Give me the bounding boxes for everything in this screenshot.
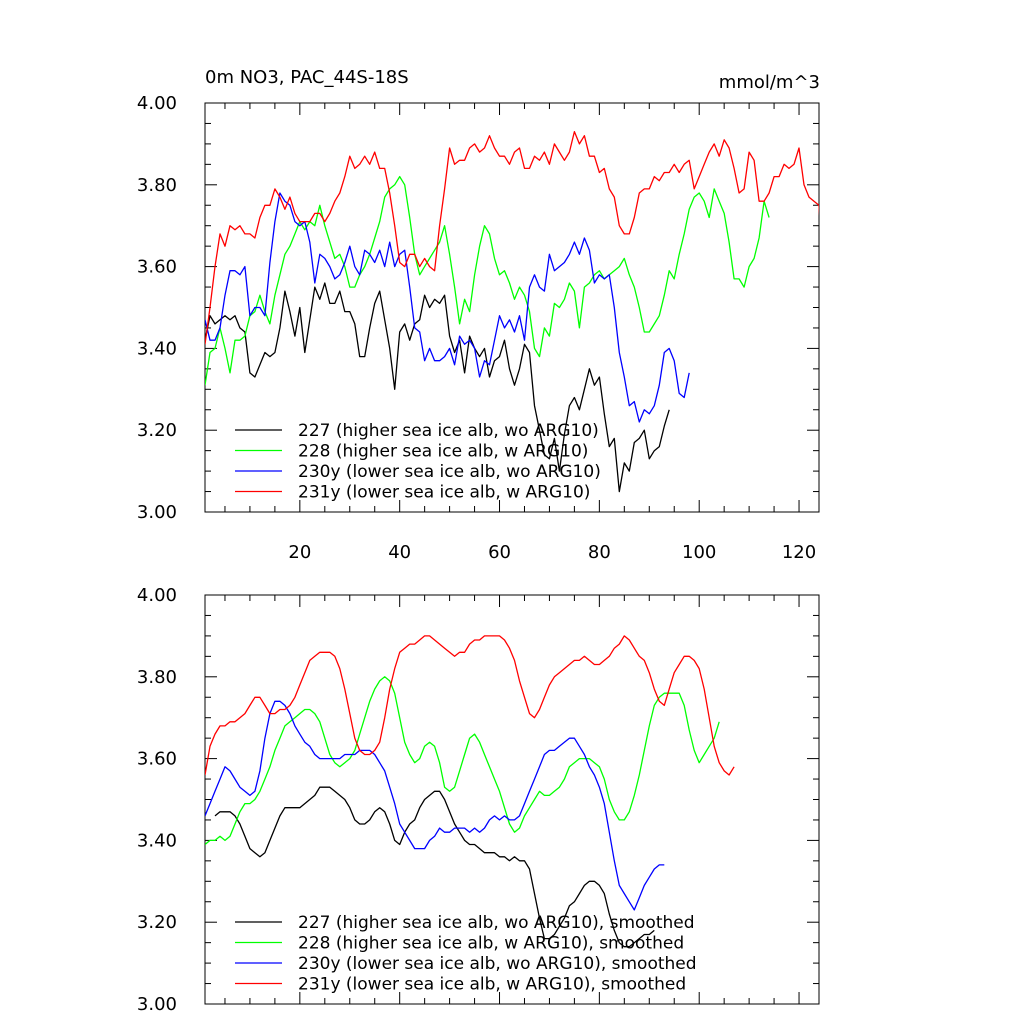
top-xtick-label: 40 [388,542,411,563]
top-legend-label-3: 231y (lower sea ice alb, w ARG10) [298,483,590,503]
top-panel-units: mmol/m^3 [719,72,820,93]
top-xtick-label: 120 [782,542,816,563]
bottom-panel: 3.00 3.20 3.40 3.60 3.80 4.00 227 (higher sea… [137,585,820,1015]
bottom-legend-label-1: 228 (higher sea ice alb, w ARG10), smoot… [298,934,684,954]
bottom-ytick-label: 3.20 [137,912,177,933]
bottom-panel-series [205,635,735,948]
top-series-line-3 [205,130,819,345]
top-panel-ticks: 3.00 3.20 3.40 3.60 3.80 4.00 20 40 60 80 100 120 [137,93,819,563]
bottom-ytick-label: 4.00 [137,585,177,606]
top-panel-series [205,130,819,493]
top-panel-legend: 227 (higher sea ice alb, wo ARG10)228 (h… [235,421,601,503]
top-ytick-label: 3.80 [137,175,177,196]
bottom-ytick-label: 3.40 [137,830,177,851]
bottom-series-line-2 [205,700,665,911]
top-legend-label-0: 227 (higher sea ice alb, wo ARG10) [298,421,599,441]
top-series-line-0 [205,282,670,493]
top-panel-title: 0m NO3, PAC_44S-18S [205,67,409,88]
bottom-legend-label-2: 230y (lower sea ice alb, wo ARG10), smoo… [298,954,697,974]
top-legend-label-1: 228 (higher sea ice alb, w ARG10) [298,442,588,462]
bottom-panel-legend: 227 (higher sea ice alb, wo ARG10), smoo… [235,913,697,995]
top-ytick-label: 3.00 [137,502,177,523]
top-ytick-label: 3.60 [137,257,177,278]
top-series-line-1 [205,175,770,386]
bottom-panel-ticks: 3.00 3.20 3.40 3.60 3.80 4.00 [137,585,819,1015]
bottom-ytick-label: 3.00 [137,994,177,1015]
bottom-series-line-1 [205,676,720,846]
top-legend-label-2: 230y (lower sea ice alb, wo ARG10) [298,462,601,482]
top-panel: 0m NO3, PAC_44S-18S mmol/m^3 3.00 3.20 3.4… [137,67,820,563]
top-xtick-label: 60 [488,542,511,563]
top-ytick-label: 3.40 [137,338,177,359]
bottom-series-line-0 [214,786,655,948]
bottom-ytick-label: 3.60 [137,749,177,770]
bottom-legend-label-0: 227 (higher sea ice alb, wo ARG10), smoo… [298,913,695,933]
top-series-line-2 [205,192,690,423]
top-xtick-label: 80 [588,542,611,563]
top-xtick-label: 100 [682,542,716,563]
top-ytick-label: 4.00 [137,93,177,114]
bottom-ytick-label: 3.80 [137,667,177,688]
bottom-series-line-3 [205,635,735,776]
bottom-legend-label-3: 231y (lower sea ice alb, w ARG10), smoot… [298,975,686,995]
top-xtick-label: 20 [288,542,311,563]
top-ytick-label: 3.20 [137,420,177,441]
